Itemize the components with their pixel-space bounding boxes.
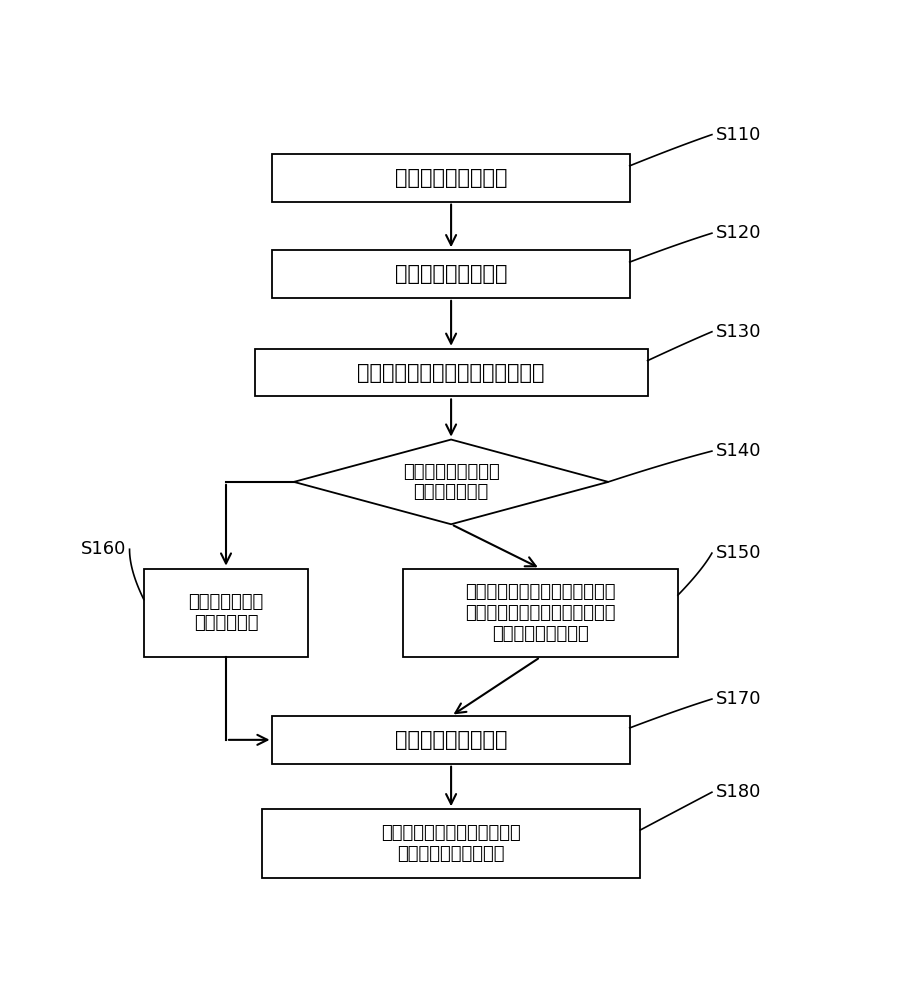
Text: 选择需备份的虚拟机: 选择需备份的虚拟机 <box>395 168 507 188</box>
Text: 解除所锁定的虚拟机: 解除所锁定的虚拟机 <box>395 730 507 750</box>
Text: S110: S110 <box>715 126 761 144</box>
Text: 锁定所选备份虚拟机: 锁定所选备份虚拟机 <box>395 264 507 284</box>
Text: 将所创建的快照
信息完整备份: 将所创建的快照 信息完整备份 <box>188 593 264 632</box>
Text: S150: S150 <box>715 544 761 562</box>
Polygon shape <box>294 440 609 524</box>
FancyBboxPatch shape <box>254 349 647 396</box>
FancyBboxPatch shape <box>403 569 678 657</box>
Text: 将所存储的备份信息压缩打包
并创建对应的查找索引: 将所存储的备份信息压缩打包 并创建对应的查找索引 <box>381 824 521 863</box>
Text: 比对所存在的备份记录与所创建
的快照信息以在存在差异时将所
述差异信息存储备份: 比对所存在的备份记录与所创建 的快照信息以在存在差异时将所 述差异信息存储备份 <box>466 583 616 643</box>
FancyBboxPatch shape <box>273 154 630 202</box>
Text: S180: S180 <box>715 783 761 801</box>
Text: S120: S120 <box>715 224 761 242</box>
FancyBboxPatch shape <box>273 716 630 764</box>
Text: S160: S160 <box>80 540 126 558</box>
FancyBboxPatch shape <box>144 569 308 657</box>
Text: S130: S130 <box>715 323 761 341</box>
Text: S140: S140 <box>715 442 761 460</box>
Text: 对所选虚拟机的磁盘镜像创建快照: 对所选虚拟机的磁盘镜像创建快照 <box>358 363 545 383</box>
FancyBboxPatch shape <box>273 250 630 298</box>
Text: S170: S170 <box>715 690 761 708</box>
FancyBboxPatch shape <box>262 809 641 878</box>
Text: 判断所选虚拟机是否
已存在备份记录: 判断所选虚拟机是否 已存在备份记录 <box>403 462 500 501</box>
